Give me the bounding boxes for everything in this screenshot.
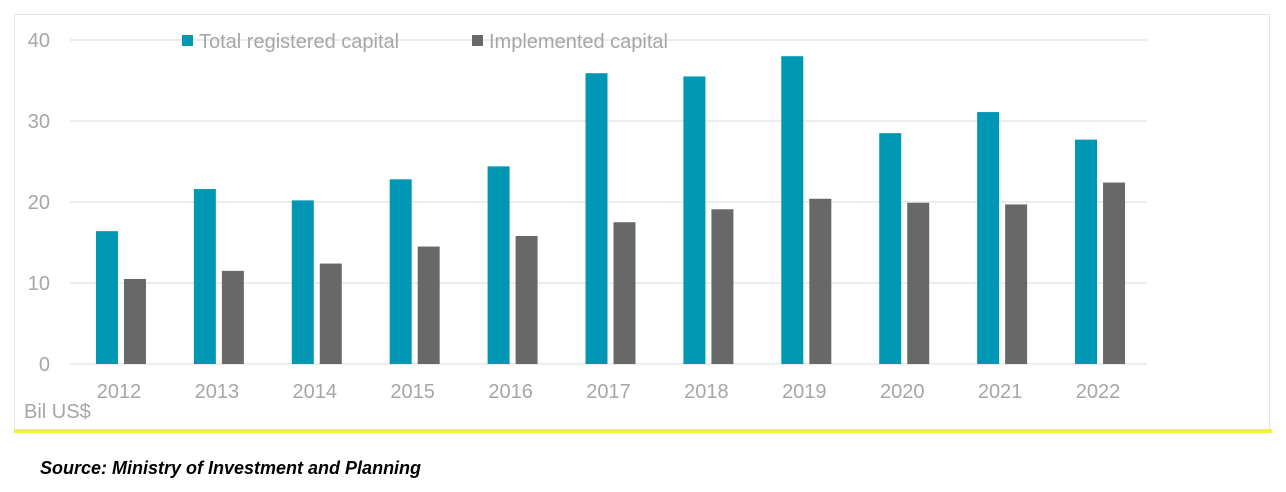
x-tick-label: 2021 [978,381,1023,403]
bar-registered [95,231,118,364]
accent-rule [14,429,1272,433]
bar-implemented [907,202,930,364]
bar-registered [683,76,706,364]
source-note: Source: Ministry of Investment and Plann… [40,458,422,478]
bar-registered [291,200,314,364]
bar-implemented [1005,204,1028,364]
legend-label: Total registered capital [199,31,399,53]
bar-implemented [613,222,636,364]
bar-registered [389,179,412,364]
y-tick-label: 10 [28,273,50,295]
y-tick-label: 30 [28,111,50,133]
x-axis-ticks: 2012 2013 2014 2015 2016 2017 2018 2019 2020 2021… [97,381,1121,403]
chart-frame [14,14,1270,432]
bar-registered [879,133,902,364]
bar-implemented [221,270,244,364]
x-tick-label: 2019 [782,381,827,403]
x-tick-label: 2012 [97,381,142,403]
x-tick-label: 2016 [488,381,533,403]
y-axis-unit-label: Bil US$ [24,401,91,423]
legend-swatch [182,35,193,46]
legend-swatch [472,35,483,46]
x-tick-label: 2017 [586,381,631,403]
y-tick-label: 40 [28,30,50,52]
bars [95,56,1126,365]
bar-implemented [515,236,538,364]
bar-implemented [809,198,832,364]
x-tick-label: 2014 [293,381,338,403]
x-tick-label: 2018 [684,381,729,403]
bar-registered [781,56,804,364]
legend-label: Implemented capital [489,31,668,53]
x-tick-label: 2015 [390,381,435,403]
bar-implemented [711,209,734,364]
bar-implemented [417,246,440,364]
y-tick-label: 0 [39,354,50,376]
bar-registered [977,112,1000,364]
bar-registered [487,166,510,364]
y-axis-ticks: 0 10 20 30 40 [28,30,50,376]
gridlines [70,39,1147,365]
x-tick-label: 2013 [195,381,240,403]
bar-registered [1075,139,1098,364]
bar-registered [193,189,216,364]
y-tick-label: 20 [28,192,50,214]
x-tick-label: 2020 [880,381,925,403]
bar-implemented [1103,182,1126,364]
legend: Total registered capital Implemented capi… [182,31,668,53]
x-tick-label: 2022 [1076,381,1121,403]
bar-implemented [123,278,146,364]
bar-registered [585,73,608,365]
bar-implemented [319,263,342,364]
